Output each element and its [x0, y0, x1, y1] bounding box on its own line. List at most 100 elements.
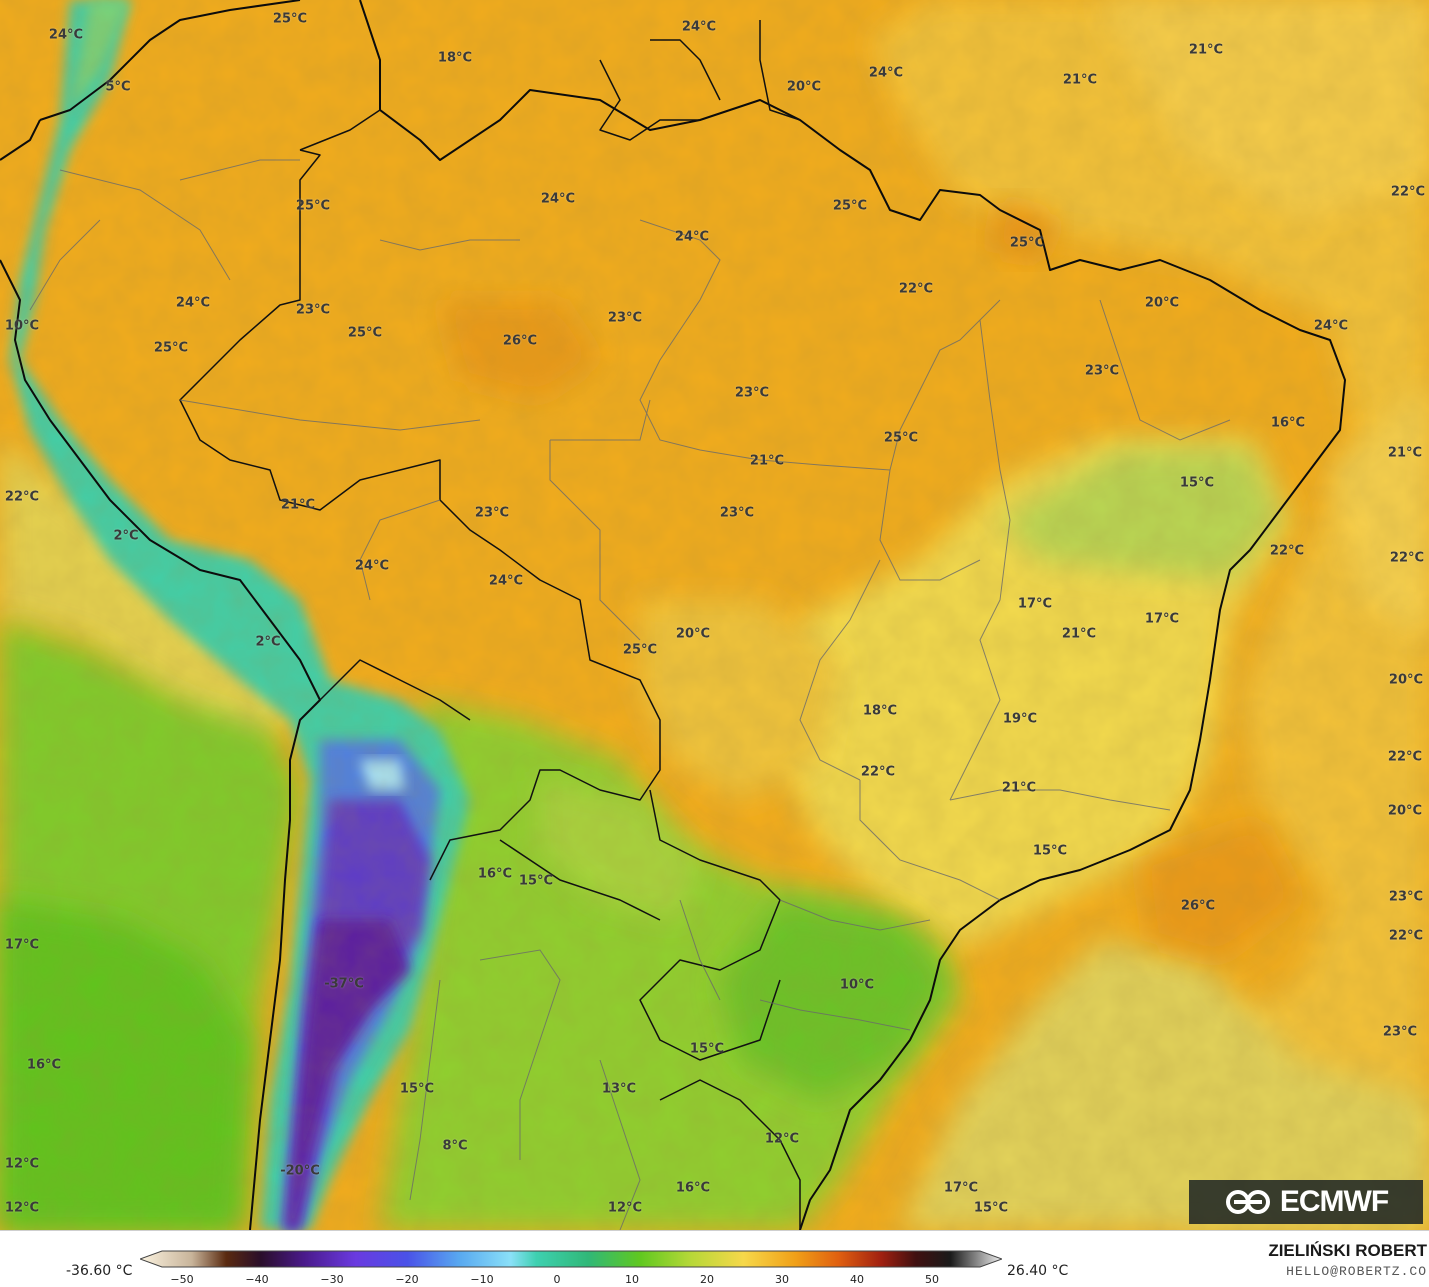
temperature-label: 10°C [4, 318, 40, 334]
ecmwf-logo-icon [1224, 1189, 1272, 1215]
temperature-label: 22°C [1390, 184, 1426, 200]
temperature-label: 25°C [883, 430, 919, 446]
legend-min-value: -36.60 °C [66, 1263, 133, 1279]
temperature-label: 22°C [1269, 543, 1305, 559]
temperature-label: 15°C [518, 873, 554, 889]
temperature-label: 13°C [601, 1081, 637, 1097]
temperature-label: 22°C [1388, 928, 1424, 944]
temperature-label: 12°C [607, 1200, 643, 1216]
temperature-label: 18°C [862, 703, 898, 719]
colorbar-tick-label: 20 [700, 1273, 714, 1286]
temperature-label: 22°C [4, 489, 40, 505]
temperature-label: 24°C [354, 558, 390, 574]
temperature-label: 25°C [1009, 235, 1045, 251]
temperature-label: 23°C [295, 302, 331, 318]
temperature-label: 21°C [749, 453, 785, 469]
temperature-label: 24°C [674, 229, 710, 245]
temperature-label: 25°C [832, 198, 868, 214]
temperature-label: 21°C [1001, 780, 1037, 796]
temperature-label: 23°C [474, 505, 510, 521]
legend-max-value: 26.40 °C [1007, 1263, 1069, 1279]
temperature-label: 2°C [113, 528, 139, 544]
temperature-label: 17°C [4, 937, 40, 953]
temperature-label: 12°C [4, 1156, 40, 1172]
colorbar-tick-label: 30 [775, 1273, 789, 1286]
temperature-label: 24°C [175, 295, 211, 311]
temperature-label: 23°C [1388, 889, 1424, 905]
temperature-label: 23°C [1382, 1024, 1418, 1040]
temperature-label: 17°C [1144, 611, 1180, 627]
temperature-label: 22°C [860, 764, 896, 780]
temperature-label: 15°C [1032, 843, 1068, 859]
temperature-label: -37°C [324, 976, 364, 992]
colorbar-tick-label: 0 [553, 1273, 561, 1286]
colorbar-tick-label: 50 [925, 1273, 939, 1286]
temperature-field [0, 0, 1429, 1230]
temperature-label: 21°C [1062, 72, 1098, 88]
colorbar-tick-label: −10 [470, 1273, 494, 1286]
temperature-label: 23°C [607, 310, 643, 326]
temperature-label: 24°C [540, 191, 576, 207]
temperature-label: 21°C [1061, 626, 1097, 642]
colorbar-tick-label: −30 [320, 1273, 344, 1286]
ecmwf-logo: ECMWF [1189, 1180, 1423, 1224]
temperature-label: -20°C [280, 1163, 320, 1179]
temperature-label: 20°C [786, 79, 822, 95]
temperature-label: 17°C [1017, 596, 1053, 612]
author-credit: ZIELIŃSKI ROBERT [1268, 1241, 1427, 1260]
temperature-label: 22°C [1389, 550, 1425, 566]
temperature-label: 20°C [675, 626, 711, 642]
temperature-label: 15°C [973, 1200, 1009, 1216]
temperature-label: 20°C [1388, 672, 1424, 688]
temperature-label: 25°C [153, 340, 189, 356]
temperature-label: 16°C [26, 1057, 62, 1073]
temperature-label: 26°C [502, 333, 538, 349]
temperature-label: 8°C [442, 1138, 468, 1154]
temperature-label: 25°C [272, 11, 308, 27]
temperature-label: 18°C [437, 50, 473, 66]
temperature-label: 24°C [868, 65, 904, 81]
temperature-map: 24°C 25°C 5°C 18°C 24°C 20°C 24°C 21°C 21°C 25°C 2… [0, 0, 1429, 1230]
author-email: HELLO@ROBERTZ.CO [1286, 1264, 1427, 1279]
temperature-label: 15°C [1179, 475, 1215, 491]
temperature-label: 12°C [764, 1131, 800, 1147]
temperature-label: 21°C [1188, 42, 1224, 58]
colorbar-tick-label: −50 [170, 1273, 194, 1286]
temperature-label: 20°C [1387, 803, 1423, 819]
temperature-label: 17°C [943, 1180, 979, 1196]
temperature-label: 21°C [1387, 445, 1423, 461]
temperature-label: 16°C [1270, 415, 1306, 431]
temperature-label: 10°C [839, 977, 875, 993]
temperature-label: 2°C [255, 634, 281, 650]
temperature-colorbar [138, 1249, 1004, 1273]
temperature-label: 15°C [689, 1041, 725, 1057]
temperature-label: 23°C [719, 505, 755, 521]
temperature-label: 23°C [1084, 363, 1120, 379]
temperature-label: 26°C [1180, 898, 1216, 914]
temperature-label: 24°C [681, 19, 717, 35]
logo-text: ECMWF [1279, 1185, 1389, 1218]
temperature-label: 22°C [1387, 749, 1423, 765]
temperature-label: 23°C [734, 385, 770, 401]
temperature-label: 20°C [1144, 295, 1180, 311]
temperature-label: 15°C [399, 1081, 435, 1097]
colorbar-tick-label: 40 [850, 1273, 864, 1286]
colorbar-tick-label: −20 [395, 1273, 419, 1286]
temperature-label: 24°C [488, 573, 524, 589]
colorbar-tick-label: −40 [245, 1273, 269, 1286]
temperature-label: 25°C [622, 642, 658, 658]
temperature-label: 12°C [4, 1200, 40, 1216]
temperature-label: 19°C [1002, 711, 1038, 727]
temperature-label: 25°C [295, 198, 331, 214]
temperature-label: 25°C [347, 325, 383, 341]
temperature-label: 24°C [48, 27, 84, 43]
temperature-label: 16°C [675, 1180, 711, 1196]
temperature-label: 21°C [280, 497, 316, 513]
temperature-label: 16°C [477, 866, 513, 882]
temperature-label: 24°C [1313, 318, 1349, 334]
temperature-label: 5°C [105, 79, 131, 95]
legend-footer: -36.60 °C [0, 1230, 1429, 1287]
colorbar-tick-label: 10 [625, 1273, 639, 1286]
temperature-label: 22°C [898, 281, 934, 297]
